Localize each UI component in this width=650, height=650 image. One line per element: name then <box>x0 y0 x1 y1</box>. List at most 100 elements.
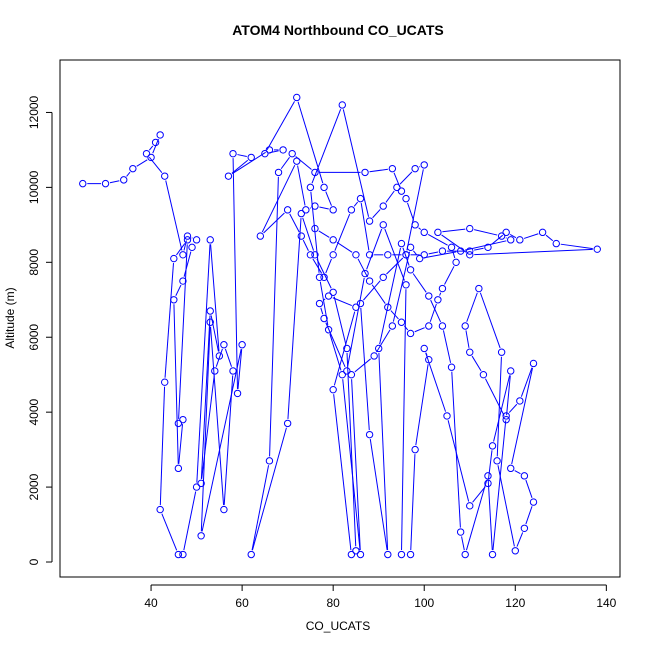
y-axis-label: Altitude (m) <box>3 287 17 348</box>
series-segment <box>386 257 404 275</box>
series-segment <box>415 364 429 446</box>
data-point <box>393 183 401 192</box>
series-segment <box>161 513 178 551</box>
data-point <box>215 352 224 360</box>
series-segment <box>363 280 381 301</box>
series-segment <box>390 310 399 320</box>
data-point <box>438 247 447 255</box>
series-segment <box>325 258 332 274</box>
data-point <box>443 412 451 420</box>
series-segment <box>560 243 593 250</box>
series-segment <box>176 243 186 256</box>
data-point <box>174 464 183 473</box>
series-segment <box>302 239 309 251</box>
series-segment <box>511 367 534 465</box>
series-segment <box>493 375 511 442</box>
data-point <box>352 251 360 259</box>
series-segment <box>319 206 329 210</box>
y-tick-label: 6000 <box>27 324 41 351</box>
x-tick-label: 120 <box>505 596 525 610</box>
data-point <box>411 221 419 229</box>
axes: 40 60 80 100 120 140 0 2000 4000 6000 8000 10000 120… <box>27 95 617 610</box>
data-point <box>306 251 315 259</box>
series-segment <box>506 375 511 416</box>
series-segment <box>224 348 233 367</box>
series-segment <box>210 244 220 352</box>
data-point <box>365 430 374 439</box>
data-point <box>502 228 510 237</box>
data-point <box>356 550 365 559</box>
series-segment <box>159 386 166 506</box>
data-point <box>415 254 424 263</box>
data-point <box>265 457 274 465</box>
data-point <box>379 202 387 210</box>
y-tick-label: 8000 <box>27 249 41 276</box>
data-point <box>206 318 214 326</box>
data-point <box>224 172 233 180</box>
series-segment <box>329 333 342 371</box>
data-point <box>192 236 201 244</box>
series-segment <box>332 297 352 307</box>
data-point <box>406 550 415 559</box>
data-point <box>293 93 301 102</box>
data-point <box>502 415 510 424</box>
series-segment <box>514 470 521 475</box>
series-segment <box>354 358 371 373</box>
data-point <box>161 378 169 386</box>
data-point <box>365 217 374 225</box>
data-point <box>420 344 428 353</box>
series-segment <box>232 158 238 389</box>
data-point <box>488 442 497 450</box>
data-point <box>511 547 519 555</box>
series-segment <box>442 228 466 233</box>
series-segment <box>360 307 370 431</box>
data-point <box>183 232 192 240</box>
data-point <box>311 251 319 259</box>
data-point <box>297 209 306 218</box>
data-point <box>347 370 356 379</box>
data-point <box>151 138 160 147</box>
x-tick-label: 140 <box>596 596 616 610</box>
data-point <box>466 348 474 356</box>
data-point <box>156 131 164 139</box>
data-point <box>233 389 242 398</box>
data-point <box>538 228 547 237</box>
series-segment <box>152 138 159 154</box>
x-axis-label: CO_UCATS <box>306 619 370 633</box>
series-segment <box>414 327 425 333</box>
series-segment <box>472 486 486 503</box>
y-tick-label: 4000 <box>27 398 41 425</box>
series-segment <box>406 169 424 251</box>
data-point <box>256 232 265 240</box>
data-point <box>329 236 337 244</box>
series-segment <box>442 330 452 363</box>
data-point <box>192 483 201 491</box>
data-point <box>516 397 524 405</box>
series-segment <box>427 234 448 246</box>
data-point <box>507 464 515 473</box>
series-segment <box>474 248 593 256</box>
data-point <box>179 550 187 559</box>
series-segment <box>346 352 357 547</box>
series-segment <box>148 156 163 173</box>
series-segment <box>369 168 388 173</box>
series-segment <box>372 209 381 219</box>
data-point <box>493 457 501 465</box>
data-point <box>129 164 137 173</box>
series-segment <box>402 247 410 266</box>
series-segment <box>425 352 428 356</box>
series-segment <box>183 251 192 277</box>
series-segment <box>319 281 329 326</box>
data-point <box>174 550 183 559</box>
data-point <box>101 179 110 188</box>
data-point <box>329 288 337 296</box>
data-point <box>142 149 151 158</box>
series-segment <box>175 284 182 296</box>
data-point <box>529 498 538 506</box>
series-segment <box>178 424 184 464</box>
data-point <box>247 550 255 559</box>
series-segment <box>347 277 365 367</box>
series-segment <box>451 371 461 528</box>
